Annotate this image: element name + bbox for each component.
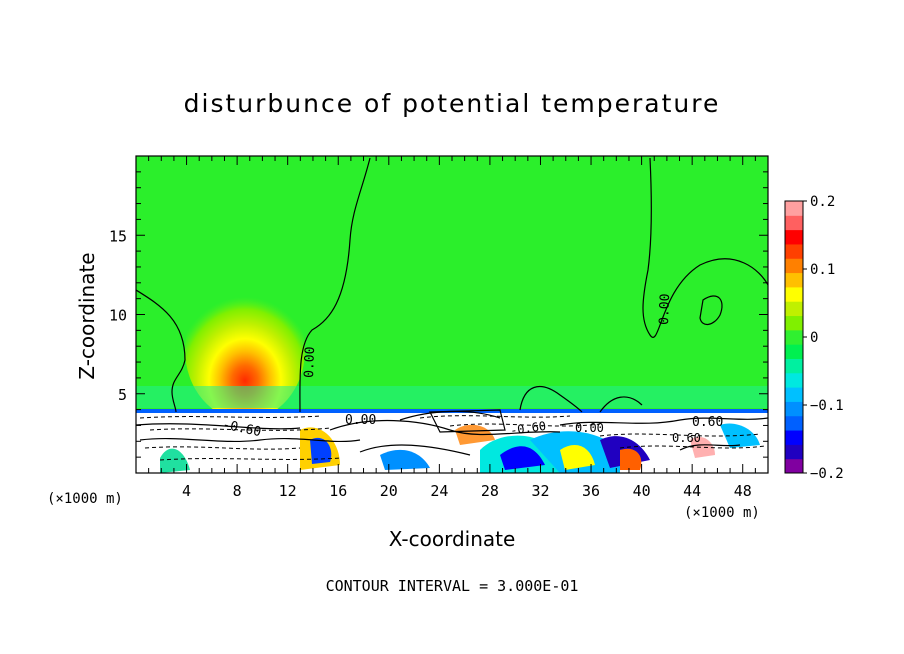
- x-tick-label: 20: [380, 482, 398, 500]
- contour-label: 0.00: [575, 421, 604, 435]
- x-tick-label: 48: [734, 482, 752, 500]
- colorbar-swatch: [785, 387, 803, 402]
- colorbar-swatch: [785, 258, 803, 274]
- x-tick-label: 44: [683, 482, 701, 500]
- colorbar-swatch: [785, 286, 803, 302]
- chart-title: disturbunce of potential temperature: [184, 89, 721, 118]
- colorbar-swatch: [785, 358, 803, 374]
- x-unit-label-right: (×1000 m): [684, 505, 760, 521]
- x-tick-label: 32: [531, 482, 549, 500]
- contour-label: 0.00: [657, 293, 673, 325]
- y-tick-label: 5: [118, 386, 127, 404]
- x-tick-label: 8: [233, 482, 242, 500]
- colorbar-swatch: [785, 458, 803, 474]
- colorbar-swatch: [785, 272, 803, 288]
- contour-label: -0.60: [509, 419, 547, 438]
- colorbar-swatch: [785, 344, 803, 359]
- warm-anomaly: [185, 280, 305, 420]
- x-axis: 4 8 12 16 20 24 28 32 36 40 44 48: [148, 156, 756, 500]
- colorbar-tick-label: −0.2: [810, 466, 844, 482]
- colorbar-swatch: [785, 315, 803, 331]
- colorbar-ticks: 0.2 0.1 0 −0.1 −0.2: [803, 194, 844, 482]
- contour-label: 0.00: [345, 413, 376, 428]
- x-tick-label: 28: [481, 482, 499, 500]
- x-axis-title: X-coordinate: [389, 527, 516, 551]
- colorbar-swatch: [785, 301, 803, 317]
- x-tick-label: 24: [430, 482, 448, 500]
- x-tick-label: 12: [279, 482, 297, 500]
- colorbar-swatch: [785, 372, 803, 388]
- lower-layer: [136, 413, 768, 473]
- colorbar-tick-label: −0.1: [810, 398, 844, 414]
- x-tick-label: 16: [329, 482, 347, 500]
- contour-lines: [136, 157, 768, 456]
- x-tick-label: 4: [182, 482, 191, 500]
- contour-label: 0.60: [672, 431, 701, 445]
- colorbar-tick-label: 0.2: [810, 194, 835, 210]
- y-tick-label: 10: [109, 307, 127, 325]
- colorbar-swatch: [785, 201, 803, 216]
- contour-label: 0.00: [302, 346, 318, 378]
- boundary-haze: [136, 386, 768, 408]
- x-tick-label: 36: [582, 482, 600, 500]
- colorbar-swatch: [785, 329, 803, 345]
- x-tick-label: 40: [633, 482, 651, 500]
- colorbar-tick-label: 0: [810, 330, 818, 346]
- contour-label: 0.60: [692, 415, 723, 430]
- contour-interval-note: CONTOUR INTERVAL = 3.000E-01: [326, 577, 579, 595]
- x-unit-label-left: (×1000 m): [47, 491, 123, 507]
- colorbar-swatch: [785, 229, 803, 245]
- plot-area: 0.00 0.00 0.00 -0.60 -0.60 0.00 0.60 0.6…: [136, 156, 768, 473]
- colorbar-swatch: [785, 430, 803, 445]
- y-axis-title: Z-coordinate: [75, 252, 99, 379]
- y-axis: 5 10 15: [109, 171, 768, 458]
- colorbar-swatch: [785, 415, 803, 431]
- colorbar-tick-label: 0.1: [810, 262, 835, 278]
- colorbar-swatch: [785, 243, 803, 259]
- colorbar-swatch: [785, 401, 803, 417]
- y-tick-label: 15: [109, 227, 127, 245]
- dashed-contours: [139, 415, 766, 461]
- colorbar: [785, 201, 803, 474]
- colorbar-swatch: [785, 215, 803, 231]
- colorbar-swatch: [785, 444, 803, 460]
